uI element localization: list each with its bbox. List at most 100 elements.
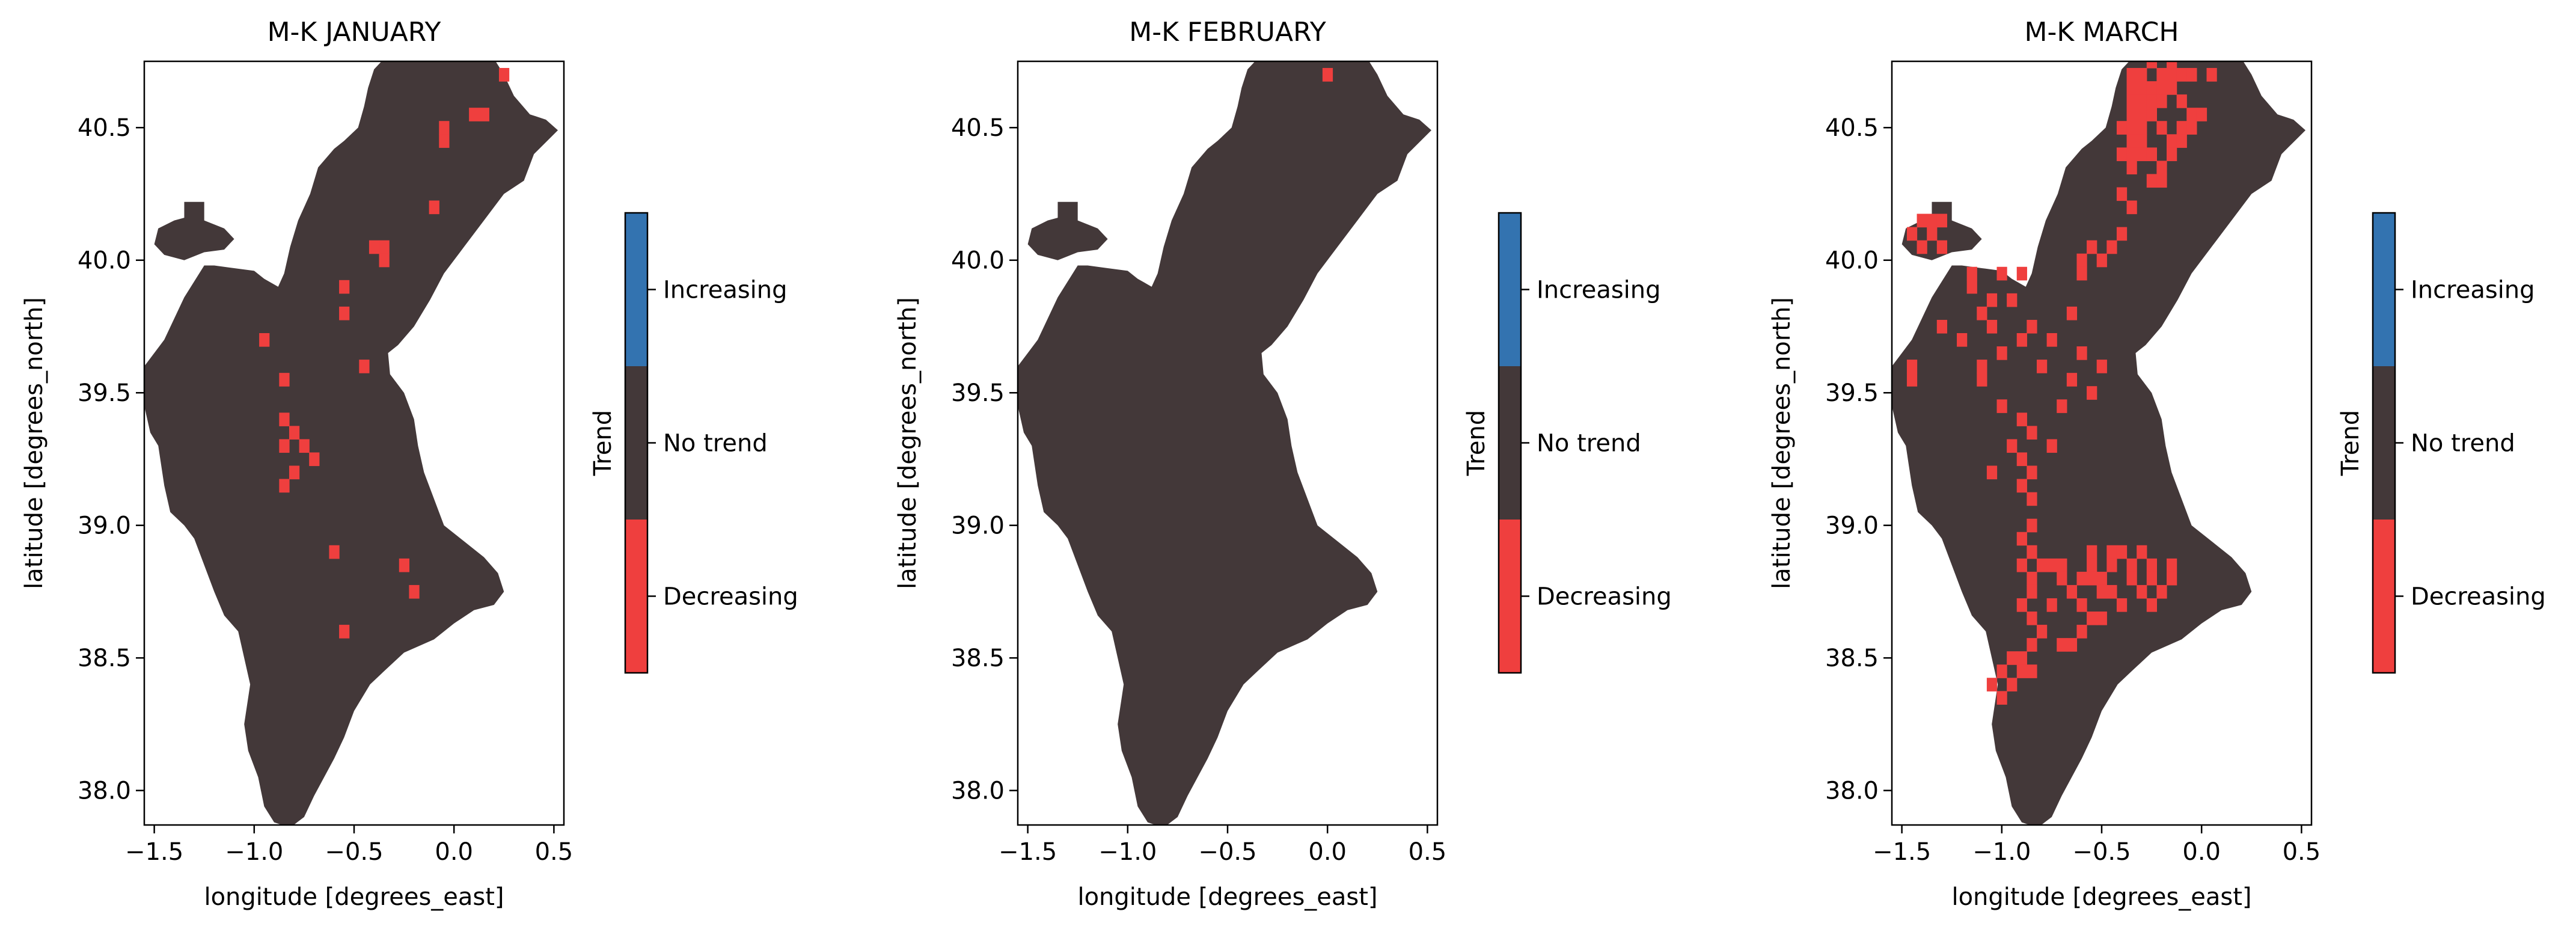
decreasing-cell (2176, 134, 2187, 148)
colorbar-segment (1499, 520, 1521, 673)
colorbar: Increasing No trend Decreasing Trend (2337, 212, 2546, 674)
decreasing-cell (2186, 68, 2197, 82)
decreasing-cell (2116, 187, 2128, 201)
colorbar-segment (625, 366, 647, 520)
decreasing-cell (439, 121, 450, 135)
decreasing-cell (2146, 61, 2158, 69)
y-tick-label: 40.5 (78, 114, 131, 142)
decreasing-cell (2126, 147, 2137, 161)
colorbar-tick-label: Decreasing (1537, 583, 1672, 611)
decreasing-cell (2156, 121, 2167, 135)
decreasing-cell (279, 412, 290, 426)
decreasing-cell (2096, 612, 2107, 625)
colorbar-tick-label: Decreasing (663, 583, 798, 611)
decreasing-cell (359, 360, 370, 373)
decreasing-cell (2146, 108, 2158, 121)
decreasing-cell (2057, 558, 2067, 572)
decreasing-cell (2156, 161, 2167, 175)
decreasing-cell (2156, 584, 2167, 599)
y-tick-label: 40.0 (1825, 247, 1879, 275)
decreasing-cell (2176, 94, 2187, 108)
decreasing-cell (2076, 625, 2087, 639)
decreasing-cell (2167, 147, 2177, 161)
y-tick-label: 40.5 (1825, 114, 1879, 142)
y-axis-label: latitude [degrees_north] (894, 297, 922, 589)
decreasing-cell (2066, 584, 2078, 599)
decreasing-cell (2007, 439, 2018, 453)
decreasing-cell (2116, 598, 2128, 612)
decreasing-cell (2146, 147, 2158, 161)
chart-title: M-K MARCH (2025, 17, 2179, 48)
x-tick-label: −0.5 (1198, 838, 1256, 866)
decreasing-cell (2066, 373, 2078, 387)
colorbar-tick-label: No trend (1537, 430, 1641, 458)
decreasing-cell (2106, 545, 2117, 559)
decreasing-cell (2106, 584, 2117, 599)
colorbar-segment (2373, 366, 2395, 520)
decreasing-cell (2007, 293, 2018, 307)
decreasing-cell (479, 108, 489, 121)
decreasing-cell (299, 439, 310, 453)
decreasing-cell (1906, 227, 1918, 241)
decreasing-cell (1917, 213, 1927, 228)
colorbar-segment (625, 520, 647, 673)
decreasing-cell (2076, 598, 2087, 612)
map-area (1892, 61, 2306, 825)
decreasing-cell (2126, 108, 2137, 121)
decreasing-cell (1996, 664, 2007, 678)
region-no-trend (1892, 61, 2306, 825)
decreasing-cell (2027, 492, 2037, 506)
x-tick-label: −1.5 (999, 838, 1057, 866)
decreasing-cell (2016, 452, 2027, 467)
decreasing-cell (2087, 545, 2097, 559)
decreasing-cell (2096, 360, 2107, 373)
decreasing-cell (1977, 306, 1987, 320)
chart-title: M-K FEBRUARY (1129, 17, 1326, 48)
y-tick-label: 39.5 (78, 379, 131, 407)
colorbar-tick-label: No trend (2411, 430, 2515, 458)
decreasing-cell (2027, 426, 2037, 440)
decreasing-cell (1996, 691, 2007, 705)
decreasing-cell (2076, 571, 2087, 586)
colorbar-tick-label: Increasing (663, 277, 788, 304)
decreasing-cell (289, 426, 300, 440)
y-tick-label: 39.5 (1825, 379, 1879, 407)
chart-title: M-K JANUARY (268, 17, 441, 48)
x-axis-label: longitude [degrees_east] (1951, 883, 2251, 911)
x-tick-label: 0.0 (2182, 838, 2221, 866)
decreasing-cell (2126, 94, 2137, 108)
decreasing-cell (2137, 68, 2147, 82)
decreasing-cell (1906, 360, 1918, 373)
region-no-trend (144, 61, 558, 825)
decreasing-cell (2057, 571, 2067, 586)
decreasing-cell (1977, 360, 1987, 373)
decreasing-cell (2016, 558, 2027, 572)
decreasing-cell (2106, 240, 2117, 254)
map-area (1018, 61, 1432, 825)
decreasing-cell (339, 306, 350, 320)
decreasing-cell (279, 479, 290, 493)
decreasing-cell (2066, 306, 2078, 320)
decreasing-cell (2027, 518, 2037, 533)
decreasing-cell (2126, 200, 2137, 215)
x-tick-label: −1.5 (125, 838, 183, 866)
decreasing-cell (2146, 174, 2158, 188)
decreasing-cell (2016, 412, 2027, 426)
decreasing-cell (2007, 651, 2018, 665)
decreasing-cell (2066, 638, 2078, 652)
decreasing-cell (2076, 266, 2087, 281)
decreasing-cell (2206, 68, 2217, 82)
decreasing-cell (309, 452, 320, 467)
x-tick-label: 0.5 (535, 838, 574, 866)
decreasing-cell (2156, 94, 2167, 108)
decreasing-cell (2137, 108, 2147, 121)
decreasing-cell (2087, 612, 2097, 625)
decreasing-cell (2076, 253, 2087, 268)
x-tick-label: 0.0 (435, 838, 473, 866)
decreasing-cell (2126, 558, 2137, 572)
decreasing-cell (2167, 134, 2177, 148)
y-tick-label: 38.0 (78, 777, 131, 805)
decreasing-cell (2156, 81, 2167, 95)
colorbar-label: Trend (589, 410, 617, 476)
decreasing-cell (1936, 319, 1948, 334)
